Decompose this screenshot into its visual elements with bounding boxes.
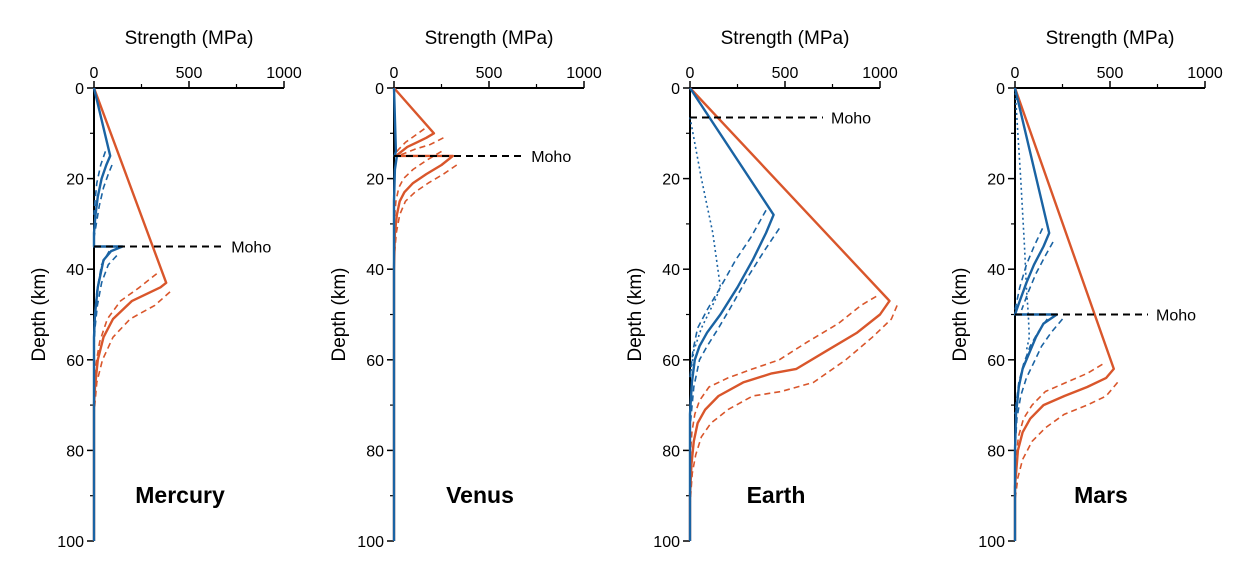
series-line-5 — [1020, 241, 1054, 311]
series-line-4 — [689, 209, 767, 378]
series-line-2 — [93, 291, 171, 415]
x-tick-label: 0 — [390, 65, 399, 82]
y-axis-title: Depth (km) — [329, 268, 350, 362]
y-tick-label: 0 — [671, 81, 680, 98]
y-tick-label: 0 — [75, 81, 84, 98]
series-line-1 — [689, 295, 877, 460]
series-line-2 — [689, 305, 898, 505]
x-tick-label: 0 — [90, 65, 99, 82]
moho-label: Moho — [231, 240, 271, 257]
y-tick-label: 60 — [66, 353, 84, 370]
series-line-7 — [93, 255, 118, 347]
y-tick-label: 0 — [375, 81, 384, 98]
panel-title: Earth — [747, 482, 806, 508]
y-tick-label: 80 — [987, 443, 1005, 460]
series-line-6 — [689, 117, 722, 379]
moho-label: Moho — [531, 149, 571, 166]
panel-earth: Strength (MPa) Depth (km) 0 500 1000 0 20 40 60 8… — [625, 28, 898, 551]
x-tick-label: 1000 — [566, 65, 602, 82]
x-tick-label: 500 — [772, 65, 799, 82]
series-line-4 — [1014, 228, 1044, 311]
y-tick-label: 20 — [662, 172, 680, 189]
series-line-4 — [93, 151, 107, 215]
series-line-0 — [92, 87, 168, 541]
y-tick-label: 20 — [366, 172, 384, 189]
panel-title: Mercury — [135, 482, 225, 508]
panel-title: Mars — [1074, 482, 1128, 508]
series-line-2 — [397, 137, 444, 157]
y-tick-label: 0 — [996, 81, 1005, 98]
series-line-2 — [1014, 381, 1119, 501]
x-axis-title: Strength (MPa) — [425, 28, 554, 49]
panel-mercury: Strength (MPa) Depth (km) 0 500 1000 0 20 40 60 8… — [29, 28, 302, 551]
y-tick-label: 40 — [987, 262, 1005, 279]
series-line-0 — [392, 87, 455, 541]
x-tick-label: 1000 — [1187, 65, 1223, 82]
series-line-3 — [1013, 87, 1058, 541]
x-axis-title: Strength (MPa) — [125, 28, 254, 49]
panel-venus: Strength (MPa) Depth (km) 0 500 1000 0 20 40 60 8… — [329, 28, 602, 551]
y-tick-label: 20 — [987, 172, 1005, 189]
y-tick-label: 40 — [662, 262, 680, 279]
y-axis-title: Depth (km) — [950, 268, 971, 362]
x-tick-label: 0 — [1011, 65, 1020, 82]
y-tick-label: 20 — [66, 172, 84, 189]
series-line-5 — [93, 164, 113, 238]
y-tick-label: 80 — [662, 443, 680, 460]
y-tick-label: 60 — [987, 353, 1005, 370]
series-line-3 — [688, 87, 775, 541]
x-tick-label: 500 — [176, 65, 203, 82]
x-tick-label: 500 — [476, 65, 503, 82]
y-tick-label: 100 — [357, 534, 384, 551]
x-axis-title: Strength (MPa) — [1046, 28, 1175, 49]
series-line-3 — [393, 150, 442, 224]
y-tick-label: 40 — [366, 262, 384, 279]
x-tick-label: 1000 — [862, 65, 898, 82]
moho-label: Moho — [831, 110, 871, 127]
series-line-7 — [1014, 318, 1064, 451]
series-line-0 — [688, 87, 891, 541]
series-line-1 — [93, 273, 158, 388]
y-tick-label: 100 — [57, 534, 84, 551]
x-tick-label: 0 — [686, 65, 695, 82]
series-line-5 — [689, 227, 780, 428]
y-tick-label: 100 — [653, 534, 680, 551]
y-tick-label: 80 — [366, 443, 384, 460]
y-tick-label: 60 — [366, 353, 384, 370]
series-line-6 — [1014, 318, 1048, 415]
moho-label: Moho — [1156, 308, 1196, 325]
series-line-1 — [394, 128, 425, 155]
panel-mars: Strength (MPa) Depth (km) 0 500 1000 0 20 40 60 8… — [950, 28, 1223, 551]
series-line-0 — [1013, 87, 1115, 541]
x-tick-label: 500 — [1097, 65, 1124, 82]
panel-title: Venus — [446, 482, 514, 508]
x-axis-title: Strength (MPa) — [721, 28, 850, 49]
y-tick-label: 40 — [66, 262, 84, 279]
y-tick-label: 80 — [66, 443, 84, 460]
series-line-4 — [393, 164, 458, 261]
x-tick-label: 1000 — [266, 65, 302, 82]
series-line-1 — [1014, 363, 1103, 469]
y-tick-label: 60 — [662, 353, 680, 370]
y-axis-title: Depth (km) — [29, 268, 50, 362]
series-line-8 — [1014, 87, 1031, 351]
y-tick-label: 100 — [978, 534, 1005, 551]
y-axis-title: Depth (km) — [625, 268, 646, 362]
